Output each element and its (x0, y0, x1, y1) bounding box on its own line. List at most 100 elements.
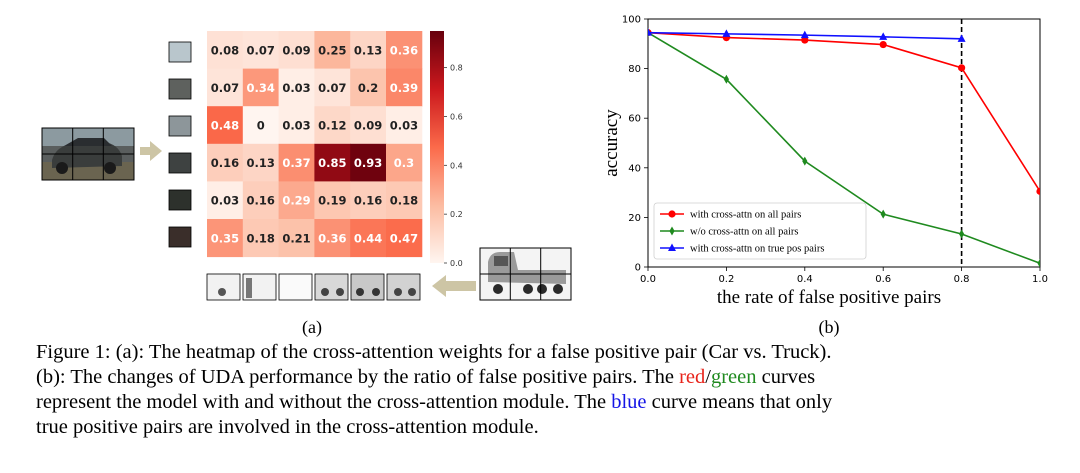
row-thumbnails (168, 41, 192, 248)
line-chart: 0.0 0.2 0.4 0.6 0.8 1.0 0 20 40 60 80 100 with cross… (622, 15, 1048, 286)
caption-line-1: Figure 1: (a): The heatmap of the cross-… (36, 340, 1066, 365)
heatmap-cell (314, 68, 351, 107)
panel-b: 0.0 0.2 0.4 0.6 0.8 1.0 0 20 40 60 80 100 with cross… (601, 15, 1048, 339)
heatmap-cell (242, 219, 280, 258)
caption-text: true positive pairs are involved in the … (36, 416, 539, 438)
y-axis-label: accuracy (601, 109, 622, 177)
x-tick-label: 0.8 (954, 274, 970, 285)
heatmap-value: 0.08 (211, 43, 239, 57)
heatmap-value: 0.29 (282, 194, 310, 208)
heatmap-cell (350, 68, 387, 107)
heatmap-cell (278, 31, 315, 70)
heatmap-value: 0 (257, 119, 265, 133)
heatmap-cell (207, 181, 244, 220)
y-tick-label: 0 (635, 263, 641, 274)
caption-text: curves (756, 366, 816, 388)
heatmap-value: 0.13 (247, 156, 275, 170)
x-tick-label: 0.6 (875, 274, 891, 285)
heatmap-value: 0.18 (247, 231, 275, 245)
heatmap-cell (278, 219, 315, 258)
data-point (648, 28, 652, 36)
caption-red-word: red (679, 366, 706, 388)
y-tick-label: 20 (628, 213, 641, 224)
heatmap-value: 0.03 (282, 119, 310, 133)
heatmap-cell (314, 219, 351, 258)
legend-entry-label: w/o cross-attn on all pairs (690, 227, 798, 238)
row-thumbnail (168, 115, 192, 137)
column-thumbnails (206, 273, 421, 301)
data-point (801, 36, 809, 44)
heatmap-value: 0.35 (211, 231, 239, 245)
x-tick-label: 0.0 (640, 274, 656, 285)
heatmap-cell (386, 143, 423, 182)
data-point (879, 40, 887, 49)
heatmap-cell (278, 68, 315, 107)
data-point (669, 226, 675, 236)
heatmap-value: 0.36 (390, 43, 418, 57)
heatmap-cell (350, 106, 387, 145)
heatmap-cell (386, 181, 423, 220)
heatmap-value: 0.47 (390, 231, 418, 245)
heatmap-cell (207, 68, 244, 107)
heatmap-value: 0.44 (354, 231, 382, 245)
data-point (959, 229, 965, 239)
heatmap-value: 0.09 (354, 119, 382, 133)
caption-text: represent the model with and without the… (36, 391, 612, 413)
heatmap-value: 0.21 (282, 231, 310, 245)
car-image (41, 127, 135, 181)
heatmap-value: 0.36 (318, 231, 346, 245)
heatmap-cell (207, 143, 244, 182)
heatmap-cell (278, 106, 315, 145)
heatmap-cell (350, 219, 387, 258)
heatmap-value: 0.34 (247, 81, 275, 95)
legend: with cross-attn on all pairs w/o cross-at… (653, 202, 867, 260)
colorbar-tick-label: 0.0 (450, 259, 463, 268)
heatmap-cell (207, 31, 244, 70)
heatmap-value: 0.16 (211, 156, 239, 170)
heatmap-cell (207, 106, 244, 145)
heatmap-value: 0.18 (390, 194, 418, 208)
row-thumbnail (168, 78, 192, 100)
colorbar-tick-label: 0.4 (450, 161, 463, 170)
data-point (1036, 187, 1040, 195)
column-thumbnail (350, 273, 385, 301)
heatmap-value: 0.03 (390, 119, 418, 133)
column-thumbnail (386, 273, 421, 301)
series-line (648, 29, 1040, 195)
colorbar-tick-label: 0.6 (450, 112, 463, 121)
heatmap-value: 0.07 (247, 43, 275, 57)
heatmap-cell (386, 219, 423, 258)
heatmap-cell (314, 106, 351, 145)
data-point (722, 29, 731, 37)
caption-line-2: (b): The changes of UDA performance by t… (36, 365, 1066, 390)
heatmap-value: 0.03 (211, 194, 239, 208)
x-tick-label: 1.0 (1032, 274, 1048, 285)
heatmap: 0.08 0.07 0.09 0.25 0.13 0.36 0.07 0.34 0.03 0.07… (207, 31, 423, 258)
heatmap-value: 0.19 (318, 194, 346, 208)
truck-image (479, 247, 572, 301)
colorbar-tick-label: 0.2 (450, 210, 463, 219)
heatmap-value: 0.37 (282, 156, 310, 170)
caption-slash: / (705, 366, 711, 388)
heatmap-value: 0.85 (318, 156, 346, 170)
row-thumbnail (168, 226, 192, 248)
heatmap-cell (242, 31, 280, 70)
heatmap-value: 0.16 (354, 194, 382, 208)
caption-line-4: true positive pairs are involved in the … (36, 415, 1066, 440)
x-axis-label: the rate of false positive pairs (717, 287, 941, 308)
figure-caption: Figure 1: (a): The heatmap of the cross-… (36, 340, 1066, 440)
heatmap-cell (350, 143, 387, 182)
row-thumbnail (168, 41, 192, 63)
caption-text: Figure 1: (a): The heatmap of the cross-… (36, 341, 832, 363)
y-tick-label: 60 (628, 114, 641, 125)
heatmap-value: 0.07 (211, 81, 239, 95)
heatmap-cell (242, 106, 280, 145)
legend-entry-label: with cross-attn on all pairs (690, 210, 801, 221)
heatmap-cell (278, 181, 315, 220)
legend-entry-label: with cross-attn on true pos pairs (690, 244, 824, 255)
data-point (880, 209, 886, 219)
caption-text: curve means that only (646, 391, 833, 413)
heatmap-value: 0.39 (390, 81, 418, 95)
column-thumbnail (314, 273, 349, 301)
